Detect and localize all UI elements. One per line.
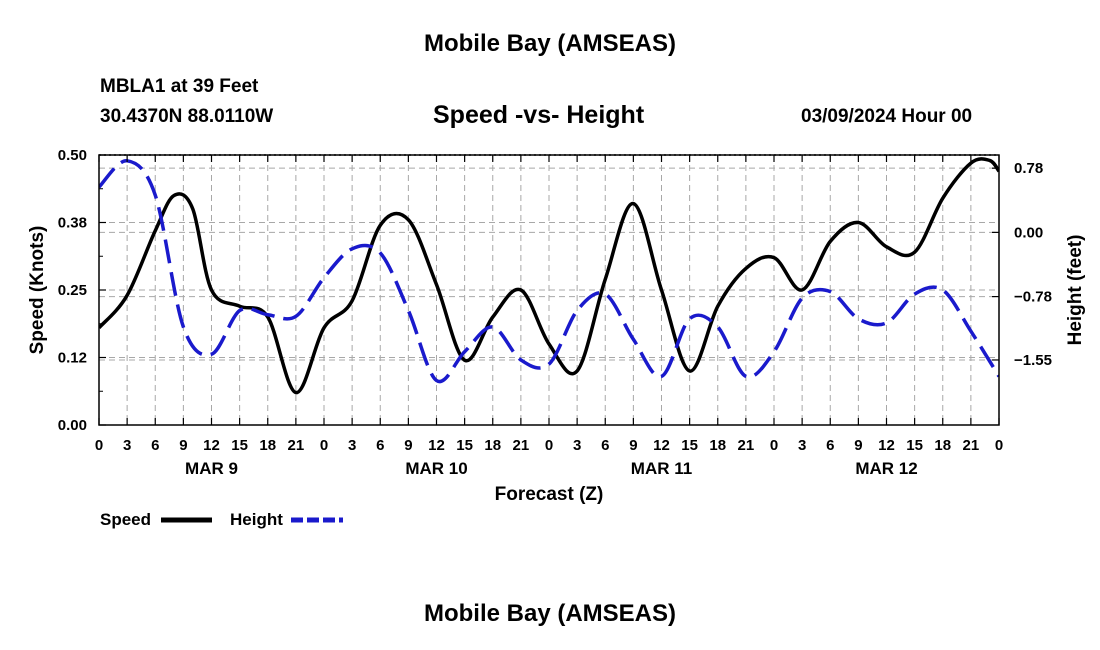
legend-label-speed: Speed xyxy=(100,510,151,529)
chart-legend: Speed Height xyxy=(100,510,343,529)
series-line-speed xyxy=(99,157,999,395)
x-axis-label: Forecast (Z) xyxy=(495,484,604,505)
x-tick-label: 9 xyxy=(179,437,187,454)
series-line-height xyxy=(99,159,999,384)
x-tick-label: 9 xyxy=(629,437,637,454)
x-tick-label: 18 xyxy=(709,437,726,454)
x-tick-label: 21 xyxy=(963,437,980,454)
station-label: MBLA1 at 39 Feet xyxy=(100,76,259,97)
series-group xyxy=(99,157,999,395)
x-tick-label: 6 xyxy=(151,437,159,454)
x-tick-label: 18 xyxy=(484,437,501,454)
y-right-tick-label: −0.78 xyxy=(1014,289,1052,306)
x-tick-label: 15 xyxy=(681,437,698,454)
x-tick-label: 3 xyxy=(348,437,356,454)
footer-title: Mobile Bay (AMSEAS) xyxy=(423,600,677,627)
y-right-tick-label: 0.00 xyxy=(1014,224,1043,241)
x-tick-label: 9 xyxy=(404,437,412,454)
x-tick-label: 12 xyxy=(428,437,445,454)
y-right-tick-label: −1.55 xyxy=(1014,352,1052,369)
y-axis-right-label: Height (feet) xyxy=(1065,235,1086,346)
x-tick-label: 3 xyxy=(798,437,806,454)
x-tick-label: 18 xyxy=(934,437,951,454)
y-left-tick-label: 0.12 xyxy=(58,350,87,367)
x-day-label: MAR 10 xyxy=(405,459,467,478)
y-right-tick-label: 0.78 xyxy=(1014,160,1043,177)
y-left-tick-label: 0.00 xyxy=(58,417,87,434)
x-tick-label: 12 xyxy=(653,437,670,454)
series-lines xyxy=(99,157,999,395)
forecast-datetime: 03/09/2024 Hour 00 xyxy=(801,106,973,127)
x-tick-label: 18 xyxy=(259,437,276,454)
x-tick-label: 0 xyxy=(95,437,103,454)
x-tick-label: 9 xyxy=(854,437,862,454)
x-tick-label: 12 xyxy=(203,437,220,454)
x-tick-label: 3 xyxy=(573,437,581,454)
x-tick-label: 21 xyxy=(288,437,305,454)
page-title: Mobile Bay (AMSEAS) xyxy=(423,30,677,57)
x-tick-label: 0 xyxy=(545,437,553,454)
legend-label-height: Height xyxy=(230,510,283,529)
x-tick-label: 21 xyxy=(513,437,530,454)
axes: 0 3 6 9 12 15 18 21 0 3 6 9 12 15 18 21 0 3 6 9 12 15 18 21 0 3 6 9… xyxy=(58,147,1052,478)
x-tick-label: 15 xyxy=(456,437,473,454)
x-day-label: MAR 12 xyxy=(855,459,917,478)
x-tick-label: 6 xyxy=(601,437,609,454)
x-tick-label: 15 xyxy=(231,437,248,454)
x-tick-label: 6 xyxy=(376,437,384,454)
y-axis-left-label: Speed (Knots) xyxy=(27,226,48,355)
x-tick-label: 12 xyxy=(878,437,895,454)
chart-title: Speed -vs- Height xyxy=(433,101,645,129)
grid-lines xyxy=(99,155,999,425)
station-coordinates: 30.4370N 88.0110W xyxy=(100,106,274,127)
x-tick-label: 15 xyxy=(906,437,923,454)
x-tick-label: 0 xyxy=(770,437,778,454)
y-left-tick-label: 0.50 xyxy=(58,147,87,164)
y-left-tick-label: 0.25 xyxy=(58,282,87,299)
x-tick-label: 3 xyxy=(123,437,131,454)
x-tick-label: 0 xyxy=(320,437,328,454)
x-tick-label: 21 xyxy=(738,437,755,454)
x-tick-label: 6 xyxy=(826,437,834,454)
x-day-label: MAR 11 xyxy=(631,459,692,478)
x-day-label: MAR 9 xyxy=(185,459,238,478)
y-left-tick-label: 0.38 xyxy=(58,215,87,232)
x-tick-label: 0 xyxy=(995,437,1003,454)
